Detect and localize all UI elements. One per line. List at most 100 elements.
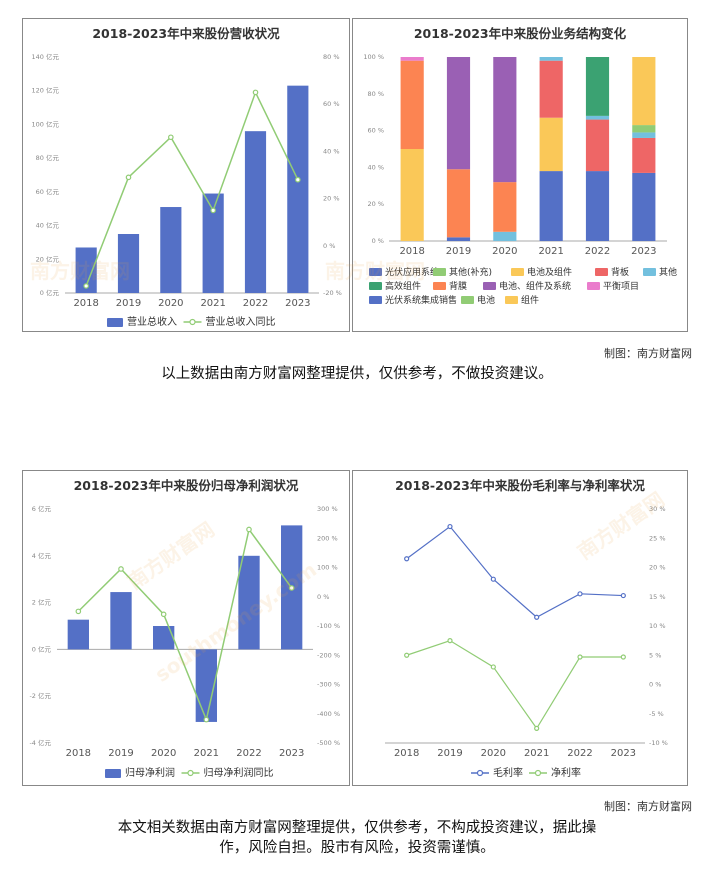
stacked-bar-segment [539,60,563,118]
margin-chart: -10 % -5 % 0 % 5 % 10 % 15 % 20 % 25 % 30 % 2018 2… [385,505,668,779]
y-right-tick-label: 0 % [323,242,335,250]
y-left-tick-label: 6 亿元 [32,504,52,513]
line-point [620,654,626,660]
margin-chart-panel: 2018-2023年中来股份毛利率与净利率状况 -10 % -5 % 0 % 5 % 1… [352,470,688,786]
disclaimer-top: 以上数据由南方财富网整理提供，仅供参考，不做投资建议。 [161,366,553,382]
revenue-chart: 0 亿元 20 亿元 40 亿元 60 亿元 80 亿元 100 亿元 120 亿元 140 … [32,52,342,328]
bar [202,193,224,293]
bar [75,247,97,293]
x-tick-label: 2018 [66,748,91,759]
x-tick-label: 2021 [194,748,219,759]
x-tick-label: 2018 [73,298,98,309]
structure-chart-title: 2018-2023年中来股份业务结构变化 [413,26,627,41]
legend-swatch [595,268,608,276]
legend-label: 其他 [659,266,677,278]
x-tick-label: 2022 [243,298,268,309]
x-tick-label: 2019 [116,298,141,309]
x-tick-label: 2020 [481,748,506,759]
x-tick-label: 2023 [611,748,636,759]
y-right-tick-label: 5 % [649,651,661,659]
legend-swatch [369,268,382,276]
stacked-bar-segment [585,57,610,116]
x-tick-label: 2023 [631,246,656,257]
legend-swatch-point [476,769,484,777]
y-tick-label: 0 % [372,237,384,245]
x-tick-label: 2022 [585,246,610,257]
y-right-tick-label: 100 % [317,564,338,572]
y-left-tick-label: 120 亿元 [32,86,60,95]
x-tick-label: 2018 [394,748,419,759]
y-tick-label: 60 % [367,127,384,135]
x-tick-label: 2022 [567,748,592,759]
y-right-tick-label: 0 % [317,593,329,601]
legend-swatch [433,282,446,290]
revenue-chart-title: 2018-2023年中来股份营收状况 [92,26,280,41]
y-right-tick-label: 0 % [649,681,661,689]
stacked-bar-segment [400,57,424,61]
stacked-bar-segment [632,125,656,133]
line-point [490,664,496,670]
x-tick-label: 2023 [285,298,310,309]
y-left-tick-label: 2 亿元 [32,598,52,607]
y-right-tick-label: 40 % [323,147,340,155]
x-tick-label: 2023 [279,748,304,759]
stacked-bar-segment [585,115,610,120]
bar [244,131,267,293]
profit-chart-panel: 2018-2023年中来股份归母净利润状况 -4 亿元 -2 亿元 0 亿元 2 亿元… [22,470,350,786]
line-point [404,556,410,562]
y-left-tick-label: 100 亿元 [32,119,60,128]
line-point [620,592,626,599]
legend-label: 净利率 [551,766,581,779]
stacked-bar-segment [539,171,563,241]
stacked-bar-segment [585,171,610,241]
margin-chart-title: 2018-2023年中来股份毛利率与净利率状况 [395,478,645,493]
stacked-bar-segment [632,132,656,138]
y-right-tick-label: 10 % [649,622,666,630]
y-right-tick-label: -100 % [317,622,340,630]
structure-chart-panel: 2018-2023年中来股份业务结构变化 0 % 20 % 40 % 60 % 80 %… [352,18,688,332]
legend-label: 电池、组件及系统 [499,280,571,292]
bar [117,234,140,293]
y-right-tick-label: 15 % [649,593,666,601]
x-tick-label: 2018 [399,246,424,257]
stacked-bar-segment [446,57,471,170]
x-tick-label: 2020 [151,748,176,759]
y-right-tick-label: 200 % [317,534,338,542]
line-point [160,611,167,618]
legend-label: 其他(补充) [449,266,492,278]
bar [287,85,309,294]
y-right-tick-label: -500 % [317,739,340,747]
y-right-tick-label: -20 % [323,289,342,297]
legend-swatch [511,268,524,276]
line-point [295,176,301,183]
line-point [490,576,496,582]
x-tick-label: 2020 [492,246,517,257]
line-point [447,523,453,530]
stacked-bar-segment [632,137,656,173]
line-point [168,134,174,141]
line-point [203,716,210,723]
line-point [118,566,124,572]
legend-swatch [505,296,518,304]
y-right-tick-label: -5 % [649,710,664,718]
structure-chart: 0 % 20 % 40 % 60 % 80 % 100 % 2018 2019 2020 2021… [363,53,677,306]
legend-label: 营业总收入同比 [206,315,276,328]
profit-chart-title: 2018-2023年中来股份归母净利润状况 [73,478,299,493]
x-tick-label: 2021 [524,748,549,759]
legend-label: 归母净利润同比 [204,766,274,779]
credit-label-top: 制图：南方财富网 [604,347,692,360]
y-right-tick-label: 25 % [649,534,666,542]
line-point [75,608,82,615]
y-right-tick-label: 60 % [323,100,340,108]
bar [195,649,217,722]
legend-label: 光伏应用系统 [385,266,439,278]
y-tick-label: 40 % [367,163,384,171]
legend-label: 高效组件 [385,280,421,292]
legend-swatch-bar [107,318,123,327]
stacked-bar-segment [400,60,424,149]
line-point [447,638,453,644]
stacked-bar-segment [446,169,471,238]
y-left-tick-label: 0 亿元 [40,288,60,297]
x-tick-label: 2019 [446,246,471,257]
credit-label-bottom: 制图：南方财富网 [604,800,692,813]
